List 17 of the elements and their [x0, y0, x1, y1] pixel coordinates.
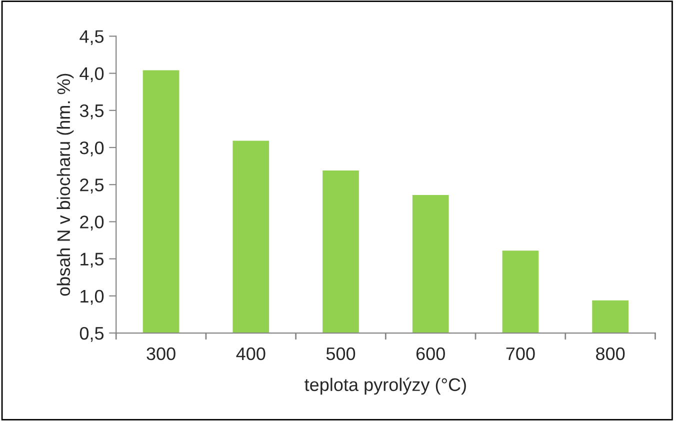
y-axis-title: obsah N v biocharu (hm. %): [56, 74, 74, 296]
y-tick-label: 0,5: [80, 326, 104, 342]
x-tick-label: 300: [146, 347, 176, 360]
x-tick-label: 400: [236, 347, 266, 360]
y-tick-label: 2,5: [80, 178, 104, 194]
y-tick-label: 3,5: [80, 104, 104, 120]
y-tick-label: 3,0: [80, 141, 104, 156]
x-tick-label: 600: [416, 347, 445, 360]
x-tick-label: 500: [326, 347, 356, 360]
x-tick-label: 700: [506, 347, 535, 360]
y-tick-label: 4,0: [80, 67, 104, 82]
y-tick-label: 1,0: [80, 290, 104, 305]
y-tick-label: 4,5: [80, 30, 104, 46]
x-axis-title: teplota pyrolýzy (°C): [304, 378, 466, 395]
x-tick-label: 800: [596, 347, 625, 360]
y-tick-label: 1,5: [80, 252, 104, 268]
y-tick-label: 2,0: [80, 216, 104, 231]
